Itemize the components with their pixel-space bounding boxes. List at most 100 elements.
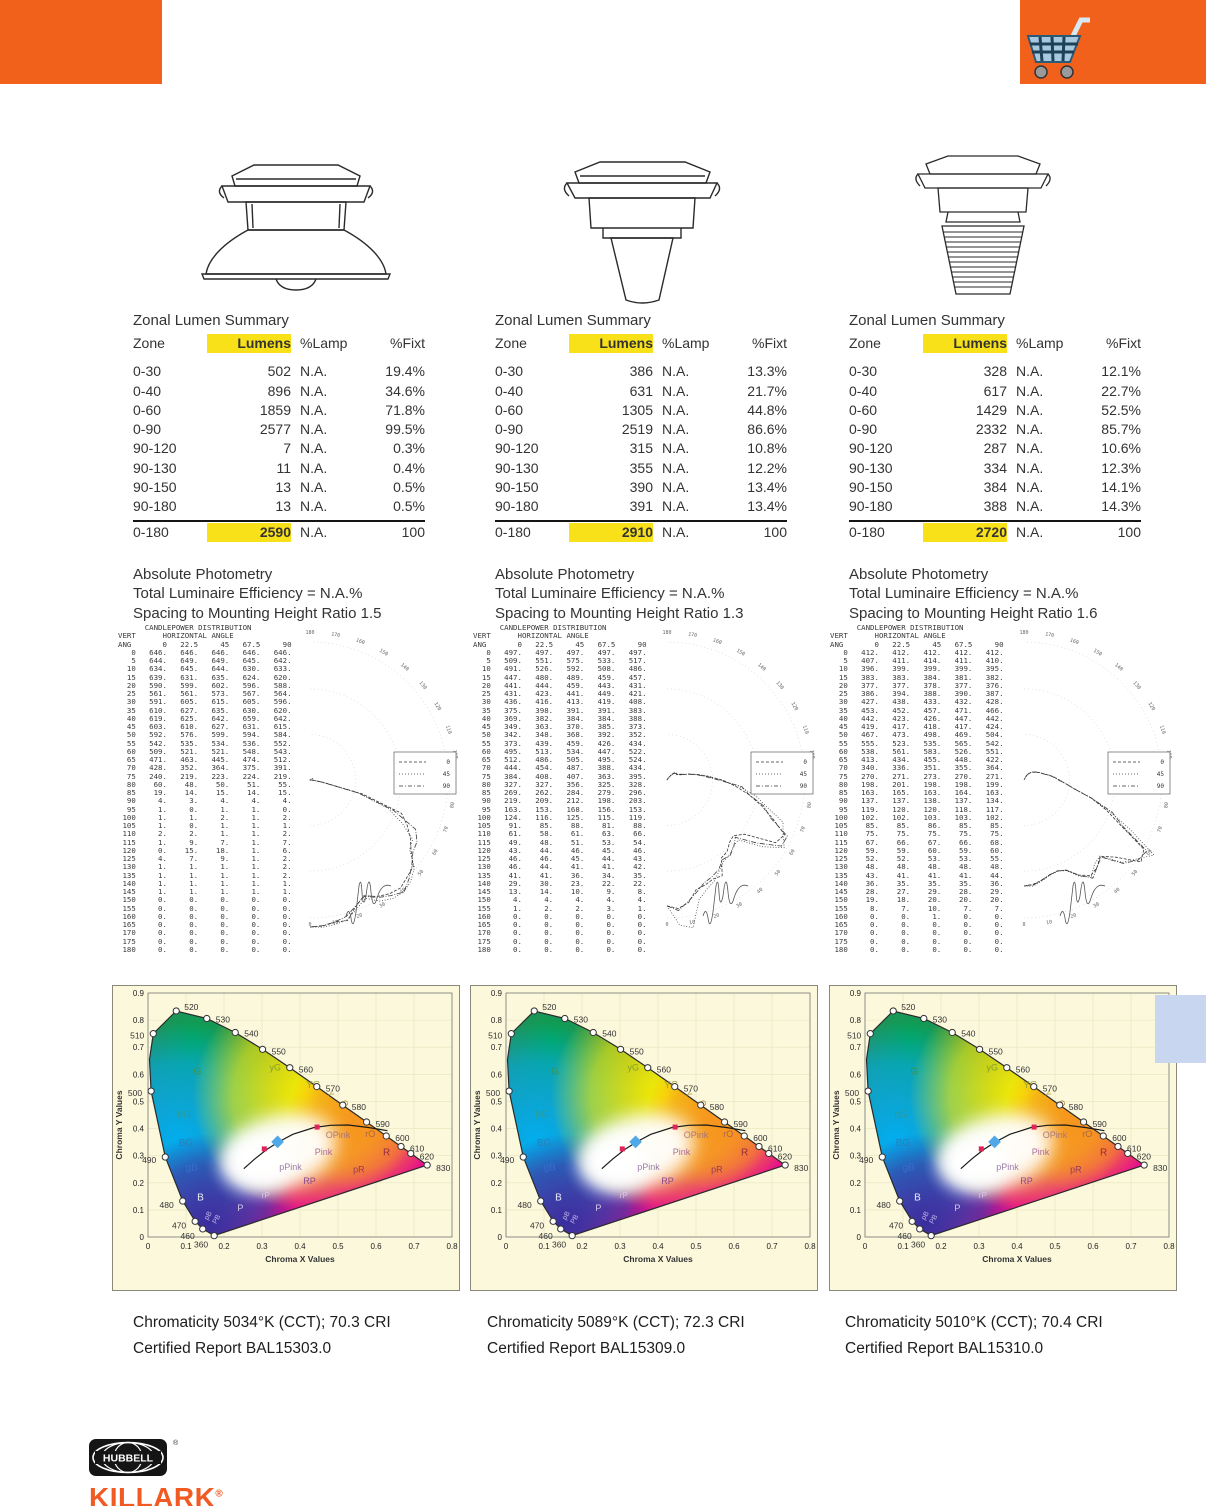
cct-marker bbox=[619, 1146, 625, 1152]
wavelength-label: 550 bbox=[989, 1046, 1003, 1056]
col-header: %Fixt bbox=[390, 335, 425, 351]
wavelength-label: 830 bbox=[1153, 1163, 1167, 1173]
zonal-summary-col2: Zonal Lumen Summary Zone Lumens %Lamp %F… bbox=[495, 312, 795, 623]
svg-text:0.9: 0.9 bbox=[850, 989, 862, 998]
svg-text:160: 160 bbox=[712, 637, 723, 646]
color-region-label: R bbox=[1100, 1148, 1107, 1159]
svg-text:0: 0 bbox=[146, 1242, 151, 1251]
svg-text:90: 90 bbox=[443, 783, 451, 790]
zonal-row: 90-120 7 N.A. 0.3% bbox=[133, 440, 425, 457]
candlepower-polar-plot-2: 0102030405060708090100110120130140150160… bbox=[662, 630, 816, 929]
svg-text:0.4: 0.4 bbox=[133, 1125, 145, 1134]
color-region-label: yG bbox=[628, 1062, 640, 1072]
svg-text:80: 80 bbox=[1163, 802, 1170, 809]
svg-text:Chroma X Values: Chroma X Values bbox=[265, 1254, 335, 1264]
svg-text:0.5: 0.5 bbox=[332, 1242, 344, 1251]
color-region-label: R bbox=[741, 1148, 748, 1159]
svg-text:20: 20 bbox=[1070, 912, 1078, 920]
svg-text:130: 130 bbox=[417, 680, 427, 691]
col-header: Lumens bbox=[569, 334, 653, 354]
svg-text:140: 140 bbox=[399, 662, 410, 672]
table-divider bbox=[495, 519, 787, 522]
svg-text:0.3: 0.3 bbox=[133, 1152, 145, 1161]
zonal-header-row: Zone Lumens %Lamp %Fixt bbox=[849, 334, 1149, 354]
color-region-label: Pink bbox=[673, 1147, 691, 1157]
color-region-label: G bbox=[911, 1066, 919, 1077]
wavelength-label: 620 bbox=[420, 1151, 434, 1161]
color-region-label: P bbox=[954, 1203, 960, 1213]
wavelength-label: 530 bbox=[933, 1015, 947, 1025]
planckian-locus bbox=[960, 1124, 1105, 1170]
fixture-drawing-1 bbox=[192, 158, 397, 293]
col-header: Lumens bbox=[923, 334, 1007, 354]
svg-text:0.1: 0.1 bbox=[133, 1206, 145, 1215]
svg-text:0.6: 0.6 bbox=[491, 1070, 503, 1079]
chromaticity-note-3: Chromaticity 5010°K (CCT); 70.4 CRI Cert… bbox=[845, 1310, 1103, 1362]
svg-text:0.7: 0.7 bbox=[408, 1242, 420, 1251]
wavelength-label: 530 bbox=[574, 1015, 588, 1025]
color-region-label: PB bbox=[212, 1213, 223, 1225]
color-region-label: RP bbox=[661, 1176, 674, 1186]
svg-text:0.4: 0.4 bbox=[1011, 1242, 1023, 1251]
wavelength-label: 580 bbox=[1069, 1102, 1083, 1112]
cct-marker bbox=[261, 1146, 267, 1152]
wavelength-label: 520 bbox=[542, 1002, 556, 1012]
svg-text:170: 170 bbox=[1045, 631, 1055, 638]
svg-text:140: 140 bbox=[1113, 662, 1124, 672]
wavelength-label: 560 bbox=[299, 1065, 313, 1075]
wavelength-label: 610 bbox=[410, 1143, 424, 1153]
wavelength-label: 500 bbox=[486, 1088, 500, 1098]
svg-text:0.7: 0.7 bbox=[133, 1043, 145, 1052]
planckian-locus bbox=[243, 1124, 388, 1170]
wavelength-label: 490 bbox=[500, 1155, 514, 1165]
svg-text:0.4: 0.4 bbox=[652, 1242, 664, 1251]
zonal-row: 0-40 896 N.A. 34.6% bbox=[133, 382, 425, 399]
color-region-label: pB bbox=[203, 1210, 214, 1221]
svg-text:130: 130 bbox=[774, 680, 784, 691]
svg-text:0: 0 bbox=[803, 759, 807, 766]
svg-text:110: 110 bbox=[801, 724, 810, 735]
svg-text:0.2: 0.2 bbox=[218, 1242, 230, 1251]
wavelength-label: 520 bbox=[184, 1002, 198, 1012]
svg-text:30: 30 bbox=[1092, 901, 1100, 909]
planckian-locus bbox=[601, 1124, 746, 1170]
zonal-row: 0-40 631 N.A. 21.7% bbox=[495, 382, 787, 399]
color-region-label: G bbox=[552, 1066, 560, 1077]
svg-text:40: 40 bbox=[756, 887, 764, 895]
registered-mark: ® bbox=[215, 1488, 224, 1500]
candlepower-table-3: CANDLEPOWER DISTRIBUTION VERT HORIZONTAL… bbox=[830, 623, 1004, 954]
zonal-rows: 0-30 328 N.A. 12.1% 0-40 617 N.A. 22.7% 0-60 1429… bbox=[849, 362, 1149, 516]
svg-text:0.5: 0.5 bbox=[491, 1097, 503, 1106]
svg-text:0.9: 0.9 bbox=[491, 989, 503, 998]
svg-text:60: 60 bbox=[1145, 848, 1153, 856]
wavelength-label: 470 bbox=[530, 1220, 544, 1230]
color-region-label: pPink bbox=[996, 1162, 1019, 1172]
photometry-notes: Absolute Photometry Total Luminaire Effi… bbox=[133, 565, 382, 622]
svg-text:0.6: 0.6 bbox=[133, 1070, 145, 1079]
wavelength-label: 470 bbox=[889, 1220, 903, 1230]
color-region-label: gB bbox=[903, 1163, 916, 1174]
chromaticity-note-2: Chromaticity 5089°K (CCT); 72.3 CRI Cert… bbox=[487, 1310, 745, 1362]
svg-text:70: 70 bbox=[1156, 826, 1164, 834]
color-region-label: pR bbox=[353, 1164, 365, 1174]
svg-text:0: 0 bbox=[446, 759, 450, 766]
col-header: Zone bbox=[133, 335, 165, 351]
polar-legend-box bbox=[1107, 751, 1171, 795]
zonal-rows: 0-30 386 N.A. 13.3% 0-40 631 N.A. 21.7% 0-60 1305… bbox=[495, 362, 795, 516]
svg-text:0.6: 0.6 bbox=[370, 1242, 382, 1251]
color-region-label: BG bbox=[896, 1138, 911, 1149]
svg-text:0.7: 0.7 bbox=[850, 1043, 862, 1052]
wavelength-label: 500 bbox=[845, 1088, 859, 1098]
svg-text:50: 50 bbox=[417, 869, 425, 877]
cone-luminaire-drawing bbox=[563, 161, 721, 304]
header-orange-right-block bbox=[1020, 0, 1206, 84]
shopping-cart-icon[interactable] bbox=[1024, 16, 1094, 80]
color-region-label: B bbox=[914, 1192, 921, 1203]
zonal-row: 90-120 287 N.A. 10.6% bbox=[849, 440, 1141, 457]
svg-text:0.7: 0.7 bbox=[1125, 1242, 1137, 1251]
svg-text:0.8: 0.8 bbox=[133, 1016, 145, 1025]
scan-artifact-squiggle bbox=[1059, 881, 1106, 925]
zonal-title: Zonal Lumen Summary bbox=[849, 312, 1005, 329]
svg-text:80: 80 bbox=[449, 802, 456, 809]
